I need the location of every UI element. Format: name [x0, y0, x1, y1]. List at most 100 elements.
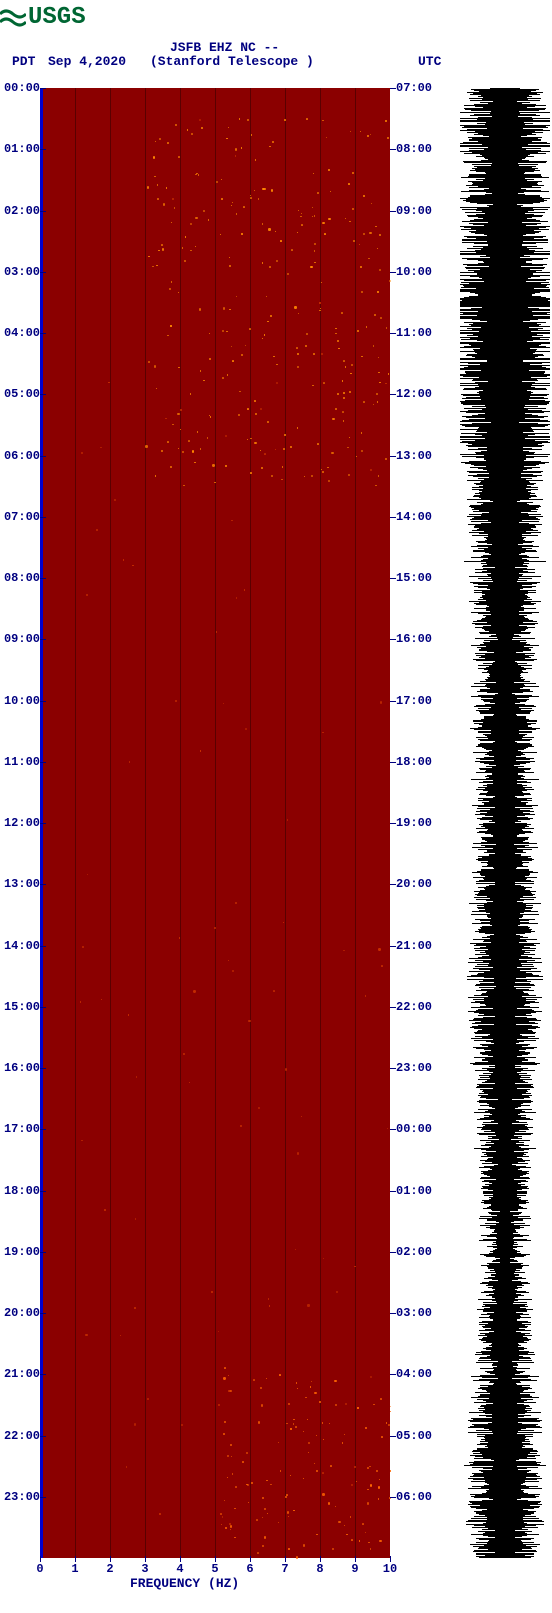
spectrogram-speckle — [370, 134, 372, 136]
spectrogram-speckle — [192, 450, 194, 452]
spectrogram-speckle — [367, 135, 369, 137]
spectrogram-speckle — [222, 330, 224, 332]
spectrogram-speckle — [366, 326, 368, 328]
spectrogram-speckle — [170, 325, 171, 326]
spectrogram-speckle — [343, 392, 345, 394]
spectrogram-speckle — [250, 472, 252, 474]
spectrogram-speckle — [285, 1068, 287, 1070]
logo-text: USGS — [28, 4, 86, 31]
spectrogram-speckle — [96, 529, 98, 531]
spectrogram-speckle — [169, 288, 171, 290]
spectrogram-speckle — [323, 1258, 324, 1259]
spectrogram-speckle — [378, 357, 379, 358]
spectrogram-speckle — [229, 257, 230, 258]
spectrogram-speckle — [321, 353, 323, 355]
spectrogram-speckle — [255, 159, 256, 160]
left-tick: 23:00 — [0, 1490, 40, 1504]
spectrogram-speckle — [222, 377, 224, 379]
spectrogram-speckle — [319, 302, 320, 303]
spectrogram-speckle — [370, 1376, 372, 1378]
spectrogram-speckle — [189, 1082, 190, 1083]
spectrogram-speckle — [157, 184, 158, 185]
utc-label: UTC — [418, 54, 441, 69]
spectrogram-speckle — [253, 1379, 255, 1381]
spectrogram-speckle — [218, 1404, 220, 1406]
spectrogram-speckle — [167, 335, 169, 337]
spectrogram-speckle — [258, 198, 260, 200]
spectrogram-speckle — [342, 380, 344, 382]
spectrogram-speckle — [235, 1486, 237, 1488]
spectrogram-speckle — [285, 1496, 287, 1498]
spectrogram-speckle — [342, 411, 344, 413]
spectrogram-speckle — [308, 1442, 310, 1444]
spectrogram-speckle — [375, 226, 377, 228]
spectrogram-speckle — [310, 266, 312, 268]
spectrogram-speckle — [126, 1466, 127, 1467]
right-tick: 10:00 — [396, 265, 456, 279]
spectrogram-speckle — [166, 187, 168, 189]
spectrogram-speckle — [216, 181, 218, 183]
spectrogram-speckle — [262, 223, 264, 225]
spectrogram-speckle — [261, 1404, 263, 1406]
spectrogram-speckle — [172, 424, 173, 425]
spectrogram-speckle — [264, 188, 266, 190]
spectrogram-speckle — [361, 291, 363, 293]
spectrogram-speckle — [287, 273, 289, 275]
right-tick: 22:00 — [396, 1000, 456, 1014]
right-tick: 20:00 — [396, 877, 456, 891]
spectrogram-speckle — [386, 1422, 388, 1424]
spectrogram-speckle — [270, 1484, 272, 1486]
spectrogram-speckle — [247, 408, 249, 410]
spectrogram-speckle — [351, 1484, 353, 1486]
spectrogram-speckle — [322, 1493, 324, 1495]
spectrogram-speckle — [187, 129, 189, 131]
spectrogram-speckle — [365, 995, 366, 996]
spectrogram-speckle — [247, 1484, 249, 1486]
date-label: Sep 4,2020 — [48, 54, 126, 69]
spectrogram-speckle — [241, 147, 242, 148]
right-tick: 15:00 — [396, 571, 456, 585]
spectrogram-speckle — [226, 138, 228, 140]
spectrogram-speckle — [390, 1406, 391, 1407]
spectrogram-speckle — [342, 1442, 343, 1443]
spectrogram-speckle — [303, 1544, 305, 1546]
spectrogram-speckle — [198, 174, 200, 176]
spectrogram-speckle — [228, 1375, 229, 1376]
spectrogram-speckle — [359, 244, 360, 245]
spectrogram-speckle — [369, 232, 371, 234]
spectrogram-speckle — [314, 250, 315, 251]
spectrogram-speckle — [224, 1421, 225, 1422]
spectrogram-speckle — [236, 213, 238, 215]
spectrogram-speckle — [211, 1291, 213, 1293]
spectrogram-speckle — [199, 119, 201, 121]
spectrogram-speckle — [329, 1423, 330, 1424]
spectrogram-speckle — [345, 1403, 347, 1405]
spectrogram-speckle — [388, 373, 390, 375]
x-tick: 1 — [65, 1562, 85, 1576]
spectrogram-speckle — [376, 1470, 378, 1472]
spectrogram-speckle — [322, 120, 324, 122]
spectrogram-speckle — [165, 418, 166, 419]
spectrogram-speckle — [244, 589, 246, 591]
spectrogram-speckle — [385, 120, 387, 122]
right-tick: 16:00 — [396, 632, 456, 646]
spectrogram-speckle — [378, 948, 380, 950]
spectrogram-speckle — [245, 345, 246, 346]
spectrogram-speckle — [368, 258, 370, 260]
right-tick: 07:00 — [396, 81, 456, 95]
seismogram-trace-line — [479, 1557, 531, 1558]
spectrogram-speckle — [235, 148, 237, 150]
right-tick: 04:00 — [396, 1367, 456, 1381]
spectrogram-speckle — [314, 1463, 315, 1464]
spectrogram-speckle — [147, 1398, 149, 1400]
spectrogram-speckle — [371, 203, 372, 204]
right-tick: 18:00 — [396, 755, 456, 769]
spectrogram-speckle — [129, 761, 131, 763]
spectrogram-speckle — [269, 266, 271, 268]
spectrogram-speckle — [223, 1433, 225, 1435]
spectrogram-speckle — [135, 1218, 136, 1219]
spectrogram-speckle — [311, 1381, 313, 1383]
spectrogram-speckle — [350, 131, 351, 132]
spectrogram-speckle — [336, 1291, 338, 1293]
left-tick: 20:00 — [0, 1306, 40, 1320]
